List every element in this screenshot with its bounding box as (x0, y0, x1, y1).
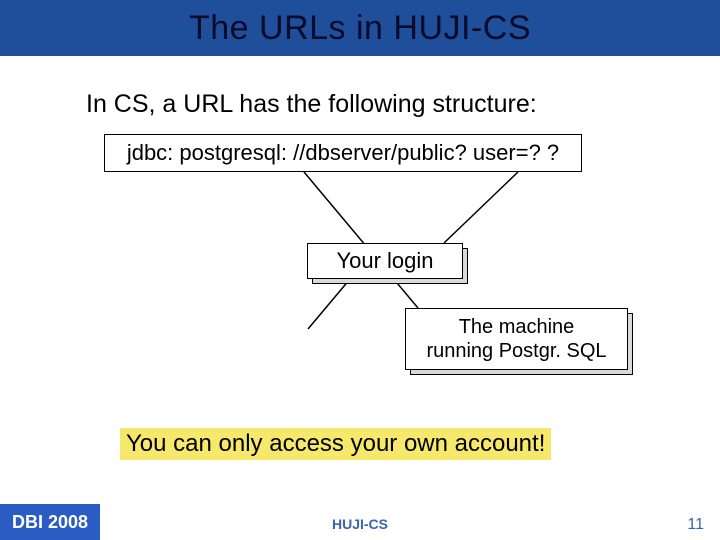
footer-center: HUJI-CS (0, 516, 720, 532)
slide-title: The URLs in HUJI-CS (189, 9, 531, 48)
machine-line1: The machine (459, 315, 575, 339)
url-dbserver: dbserver (305, 140, 391, 165)
url-text: jdbc: postgresql: //dbserver/public? use… (127, 140, 559, 166)
login-callout: Your login (307, 243, 463, 279)
login-label: Your login (307, 243, 463, 279)
machine-callout: The machine running Postgr. SQL (405, 308, 628, 370)
intro-text: In CS, a URL has the following structure… (86, 90, 537, 119)
slide: The URLs in HUJI-CS In CS, a URL has the… (0, 0, 720, 540)
footer: DBI 2008 HUJI-CS 11 (0, 504, 720, 540)
title-bar: The URLs in HUJI-CS (0, 0, 720, 56)
url-mid: /public? user= (391, 140, 529, 165)
url-suffix: ? ? (529, 140, 560, 165)
footer-right: 11 (687, 516, 704, 534)
url-prefix: jdbc: postgresql: // (127, 140, 306, 165)
machine-line2: running Postgr. SQL (426, 339, 606, 363)
url-box: jdbc: postgresql: //dbserver/public? use… (104, 134, 582, 172)
machine-label: The machine running Postgr. SQL (405, 308, 628, 370)
warning-text: You can only access your own account! (120, 428, 551, 460)
